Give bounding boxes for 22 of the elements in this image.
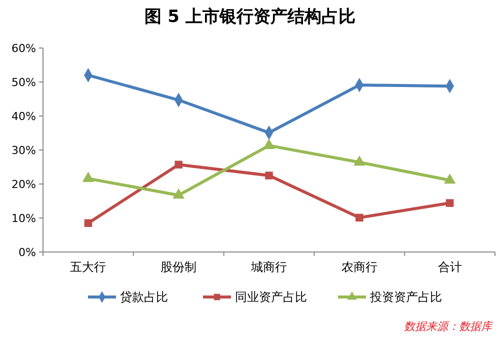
x-tick-label: 股份制 — [160, 260, 197, 274]
point — [446, 199, 454, 207]
point — [84, 219, 92, 227]
y-tick-label: 20% — [12, 178, 36, 191]
y-tick-label: 0% — [18, 246, 36, 259]
point — [174, 160, 182, 168]
point — [265, 172, 273, 180]
x-tick-label: 城商行 — [250, 260, 287, 274]
chart-title: 图 5 上市银行资产结构占比 — [144, 7, 356, 27]
x-tick-label: 农商行 — [341, 260, 378, 274]
y-tick-label: 10% — [12, 212, 36, 225]
legend-label: 贷款占比 — [120, 290, 168, 304]
x-tick-label: 合计 — [438, 260, 462, 274]
y-tick-label: 50% — [12, 76, 36, 89]
y-tick-label: 60% — [12, 42, 36, 55]
legend-label: 投资资产占比 — [369, 290, 442, 304]
y-tick-label: 30% — [12, 144, 36, 157]
point — [356, 214, 364, 222]
source-note: 数据来源：数据库 — [404, 320, 494, 333]
x-tick-label: 五大行 — [70, 260, 106, 274]
legend-label: 同业资产占比 — [235, 290, 307, 304]
y-tick-label: 40% — [12, 110, 36, 123]
